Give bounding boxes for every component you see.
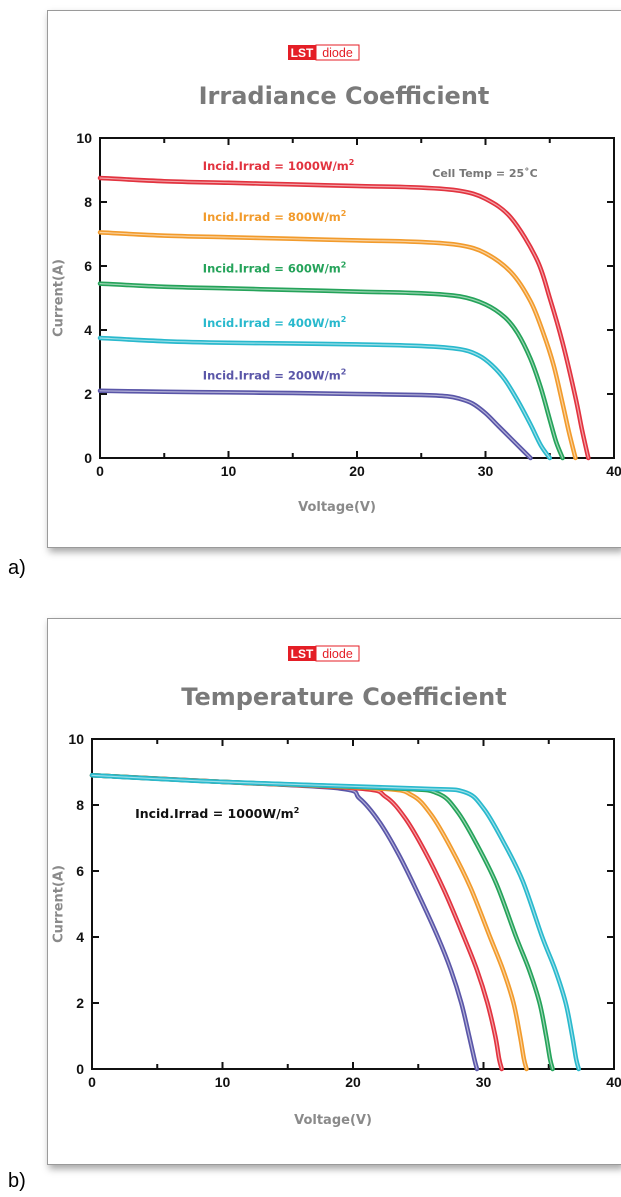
series-label-superscript: 2 xyxy=(341,260,347,269)
series-label-text: Incid.Irrad = 1000W/m xyxy=(203,159,349,173)
y-tick-label: 8 xyxy=(76,797,84,813)
brand-diode-box xyxy=(315,44,360,61)
x-tick-label: 20 xyxy=(349,463,365,479)
x-tick-label: 40 xyxy=(606,1074,621,1090)
x-tick-label: 0 xyxy=(88,1074,96,1090)
chart-panel-irradiance: LST diode Irradiance Coefficient 0 10 20 30 40 0… xyxy=(47,10,621,548)
brand-lst-box xyxy=(288,646,316,661)
x-tick-label: 10 xyxy=(221,463,237,479)
x-axis-label: Voltage(V) xyxy=(294,1113,372,1128)
y-tick-label: 10 xyxy=(68,731,84,747)
series-label-superscript: 2 xyxy=(341,209,347,218)
series-label-0: Incid.Irrad = 1000W/m2 xyxy=(203,158,355,173)
series-label-1: Incid.Irrad = 800W/m2 xyxy=(203,209,347,224)
brand-lst-text: LST xyxy=(291,46,314,60)
brand-lst-box xyxy=(288,45,316,60)
y-axis-label: Current(A) xyxy=(52,865,67,943)
irradiance-chart: LST diode Irradiance Coefficient 0 10 20 30 40 0… xyxy=(52,44,621,515)
x-tick-label: 20 xyxy=(345,1074,361,1090)
series-label-superscript: 2 xyxy=(341,368,347,377)
y-tick-label: 8 xyxy=(84,194,92,210)
y-tick-label: 2 xyxy=(76,995,84,1011)
series-label-3: Incid.Irrad = 400W/m2 xyxy=(203,315,347,330)
series-label-text: Incid.Irrad = 400W/m xyxy=(203,316,341,330)
y-tick-label: 10 xyxy=(76,130,92,146)
series-highlight-3 xyxy=(99,337,551,459)
y-tick-label: 2 xyxy=(84,386,92,402)
series-label-4: Incid.Irrad = 200W/m2 xyxy=(203,368,347,383)
y-tick-label: 6 xyxy=(76,863,84,879)
series-highlight-4 xyxy=(91,774,580,1070)
brand-diode-text: diode xyxy=(322,647,353,661)
x-tick-label: 10 xyxy=(215,1074,231,1090)
y-tick-label: 0 xyxy=(76,1061,84,1077)
y-axis-label: Current(A) xyxy=(52,259,67,337)
series-label-text: Incid.Irrad = 800W/m xyxy=(203,210,341,224)
y-tick-label: 6 xyxy=(84,258,92,274)
series-highlight-0 xyxy=(99,177,589,459)
y-tick-label: 4 xyxy=(84,322,92,338)
chart-panel-temperature: LST diode Temperature Coefficient 0 10 20 30 40… xyxy=(47,618,621,1165)
series-line-3 xyxy=(97,335,552,461)
series-label-superscript: 2 xyxy=(341,315,347,324)
x-tick-label: 30 xyxy=(478,463,494,479)
x-axis-label: Voltage(V) xyxy=(298,500,376,515)
series-label-text: Incid.Irrad = 1000W/m xyxy=(135,806,294,821)
brand-diode-text: diode xyxy=(322,46,353,60)
x-tick-label: 0 xyxy=(96,463,104,479)
series-highlight-4 xyxy=(99,390,532,459)
series-label-text: Incid.Irrad = 600W/m xyxy=(203,261,341,275)
cell-temp-annotation: Cell Temp = 25˚C xyxy=(432,167,538,180)
series-highlight-2 xyxy=(99,283,564,459)
chart-title: Irradiance Coefficient xyxy=(199,82,490,110)
series-label-superscript: 2 xyxy=(294,806,300,815)
panel-label-b: b) xyxy=(8,1170,26,1192)
series-label-0: Incid.Irrad = 1000W/m2 xyxy=(135,806,299,821)
series-label-text: Incid.Irrad = 200W/m xyxy=(203,369,341,383)
panel-label-a: a) xyxy=(8,557,26,579)
y-tick-label: 0 xyxy=(84,450,92,466)
series-highlight-1 xyxy=(99,231,577,459)
chart-title: Temperature Coefficient xyxy=(181,683,506,711)
brand-diode-box xyxy=(315,645,360,662)
x-tick-label: 30 xyxy=(476,1074,492,1090)
y-tick-label: 4 xyxy=(76,929,84,945)
series-label-2: Incid.Irrad = 600W/m2 xyxy=(203,260,347,275)
series-label-superscript: 2 xyxy=(349,158,355,167)
x-tick-label: 40 xyxy=(606,463,621,479)
brand-lst-text: LST xyxy=(291,647,314,661)
